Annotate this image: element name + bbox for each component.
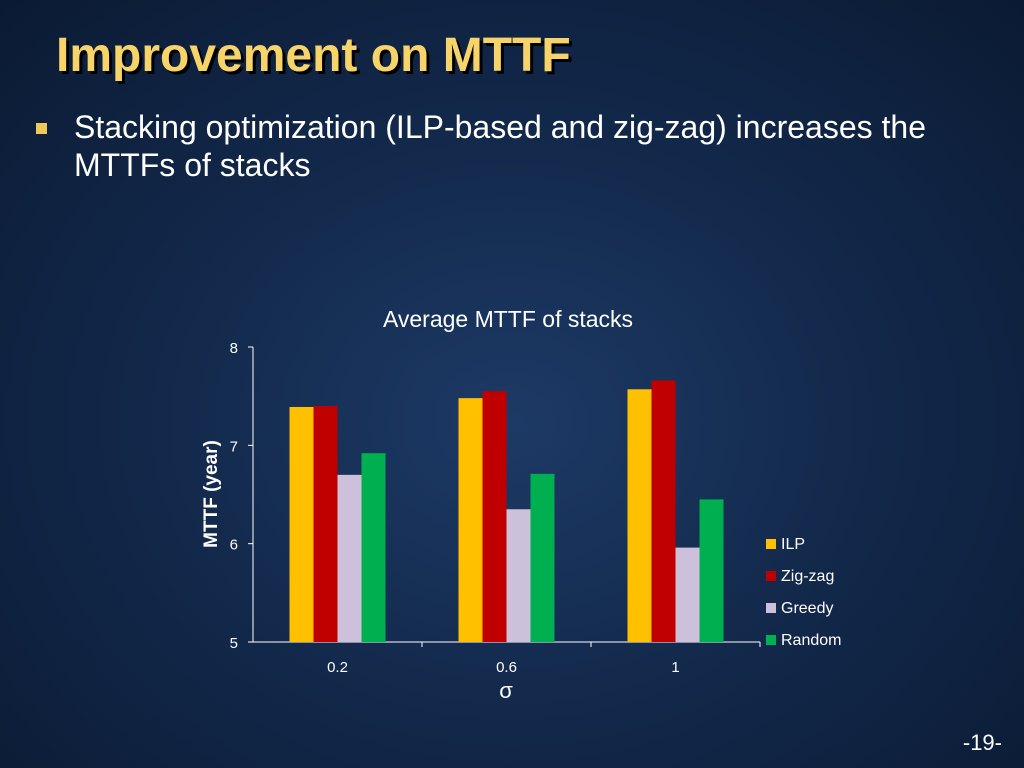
bar-zig-zag-1 — [651, 380, 676, 642]
x-axis-title: σ — [499, 678, 513, 703]
bar-zig-zag-0_2 — [313, 406, 338, 642]
bar-greedy-1 — [675, 547, 700, 642]
legend-label-zig-zag: Zig-zag — [781, 568, 834, 585]
y-tick-label: 8 — [230, 340, 238, 357]
bar-random-0_6 — [530, 473, 555, 642]
y-tick-label: 5 — [230, 635, 238, 652]
legend-swatch-greedy — [766, 603, 776, 613]
bar-random-1 — [699, 499, 724, 642]
legend-label-ilp: ILP — [781, 536, 805, 553]
legend-swatch-random — [766, 635, 776, 645]
legend-label-random: Random — [781, 632, 841, 649]
bar-ilp-1 — [627, 389, 652, 642]
y-tick-label: 7 — [230, 438, 238, 455]
legend-swatch-zig-zag — [766, 571, 776, 581]
bar-zig-zag-0_6 — [482, 391, 507, 642]
y-tick-label: 6 — [230, 537, 238, 554]
bullet-text: Stacking optimization (ILP-based and zig… — [74, 109, 926, 183]
legend-swatch-ilp — [766, 539, 776, 549]
legend-label-greedy: Greedy — [781, 600, 833, 617]
y-axis-title: MTTF (year) — [201, 440, 222, 548]
chart-title: Average MTTF of stacks — [383, 306, 633, 332]
bar-ilp-0_2 — [289, 406, 314, 642]
bullet-square-icon — [36, 123, 47, 134]
bar-random-0_2 — [361, 453, 386, 642]
x-tick-label: 0.2 — [327, 659, 348, 676]
page-number: -19- — [962, 730, 1002, 755]
x-tick-label: 1 — [671, 659, 679, 676]
bar-greedy-0_2 — [337, 474, 362, 642]
bar-greedy-0_6 — [506, 509, 531, 642]
x-tick-label: 0.6 — [496, 659, 517, 676]
bar-ilp-0_6 — [458, 398, 483, 642]
slide-title: Improvement on MTTF — [56, 29, 571, 82]
